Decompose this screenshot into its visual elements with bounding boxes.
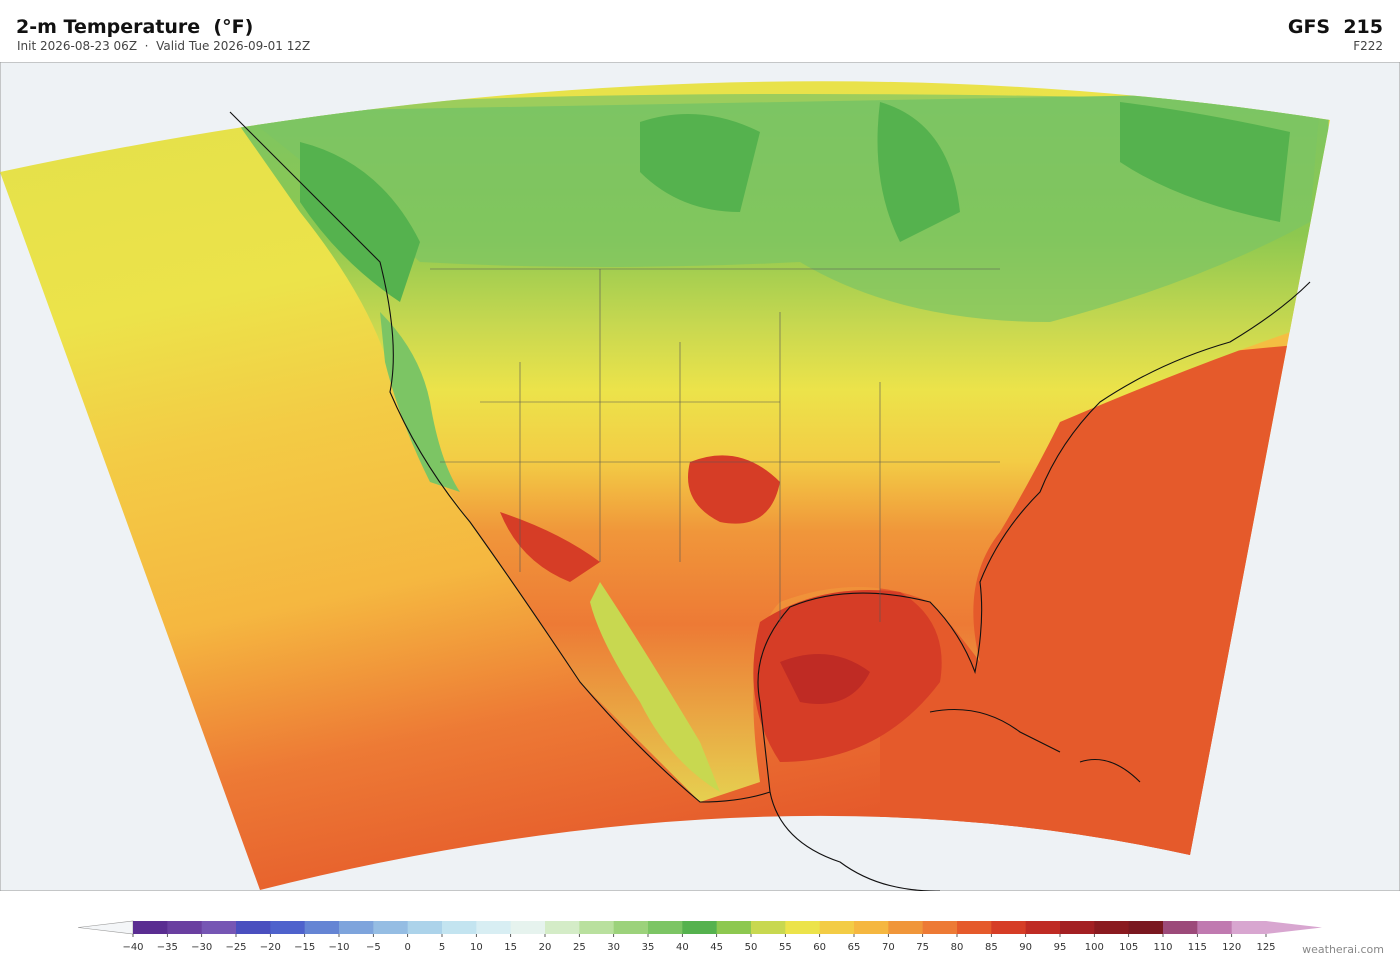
tick-label: 80 xyxy=(951,942,964,953)
color-cell xyxy=(1025,921,1061,934)
tick-label: 15 xyxy=(504,942,517,953)
tick-label: 0 xyxy=(404,942,410,953)
color-cell xyxy=(1060,921,1095,934)
forecast-hour: F222 xyxy=(1353,39,1383,53)
tick-label: 100 xyxy=(1085,942,1104,953)
tick-label: −15 xyxy=(294,942,315,953)
color-cell xyxy=(1094,921,1130,934)
color-cell xyxy=(579,921,615,934)
color-cell xyxy=(236,921,271,934)
colorbar: −40 −35 −30 −25 −20 −15 −10 −5 0 5 10 15 20 25 30 35 40 4… xyxy=(77,920,1322,953)
color-cell xyxy=(476,921,512,934)
tick-label: 25 xyxy=(573,942,586,953)
color-cell xyxy=(201,921,237,934)
color-cell xyxy=(922,921,958,934)
color-cell xyxy=(442,921,477,934)
tick-label: 115 xyxy=(1188,942,1207,953)
tick-label: 5 xyxy=(439,942,445,953)
color-cell xyxy=(304,921,340,934)
color-cell xyxy=(339,921,374,934)
tick-label: 70 xyxy=(882,942,895,953)
model-label: GFS 215 xyxy=(1287,16,1383,38)
title: 2-m Temperature (°F) xyxy=(16,16,254,38)
color-cell xyxy=(167,921,203,934)
tick-label: 95 xyxy=(1054,942,1067,953)
tick-label: 75 xyxy=(916,942,929,953)
color-cell xyxy=(682,921,718,934)
color-cell xyxy=(133,921,168,934)
tick-label: −5 xyxy=(366,942,381,953)
tick-label: −35 xyxy=(157,942,178,953)
color-cell xyxy=(1128,921,1164,934)
tick-label: −10 xyxy=(328,942,349,953)
color-cell xyxy=(957,921,992,934)
tick-label: −30 xyxy=(191,942,212,953)
tick-label: 20 xyxy=(539,942,552,953)
color-cell xyxy=(510,921,546,934)
tick-label: 125 xyxy=(1256,942,1275,953)
color-cell xyxy=(407,921,443,934)
color-cell xyxy=(1163,921,1198,934)
tick-label: 90 xyxy=(1019,942,1032,953)
color-cell xyxy=(819,921,855,934)
tick-label: 105 xyxy=(1119,942,1138,953)
tick-label: 55 xyxy=(779,942,792,953)
subtitle: Init 2026-08-23 06Z · Valid Tue 2026-09-… xyxy=(17,39,311,53)
tick-label: 120 xyxy=(1222,942,1241,953)
tick-label: 60 xyxy=(813,942,826,953)
tick-label: 110 xyxy=(1153,942,1172,953)
color-cell xyxy=(785,921,821,934)
color-cell xyxy=(888,921,924,934)
tick-label: 85 xyxy=(985,942,998,953)
tick-label: 35 xyxy=(642,942,655,953)
color-cell xyxy=(270,921,306,934)
color-cell xyxy=(648,921,683,934)
color-cell xyxy=(854,921,889,934)
tick-label: 30 xyxy=(607,942,620,953)
tick-label: 40 xyxy=(676,942,689,953)
tick-label: −20 xyxy=(260,942,281,953)
credit: weatherai.com xyxy=(1302,943,1384,956)
tick-label: 50 xyxy=(745,942,758,953)
color-cell xyxy=(1231,921,1267,934)
map xyxy=(0,62,1400,891)
tick-label: 10 xyxy=(470,942,483,953)
tick-label: 65 xyxy=(848,942,861,953)
color-cell xyxy=(373,921,409,934)
color-cell xyxy=(1197,921,1233,934)
tick-label: 45 xyxy=(710,942,723,953)
color-cell xyxy=(716,921,752,934)
tick-label: −25 xyxy=(225,942,246,953)
extend-high xyxy=(1266,921,1322,934)
color-cell xyxy=(545,921,580,934)
color-cell xyxy=(991,921,1027,934)
color-cell xyxy=(751,921,786,934)
tick-label: −40 xyxy=(122,942,143,953)
color-cell xyxy=(613,921,649,934)
extend-low xyxy=(77,920,134,935)
